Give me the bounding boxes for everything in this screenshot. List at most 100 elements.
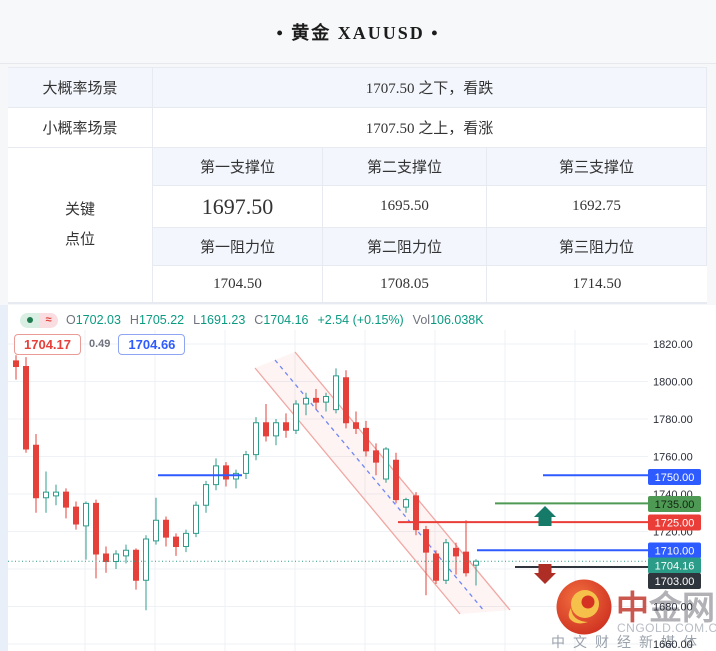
candle [23,357,29,453]
wave-icon: ≈ [39,312,58,328]
price-badge: 1710.00 [648,542,701,559]
svg-text:1725.00: 1725.00 [655,518,695,530]
bid-ask-row: 1704.17 0.49 1704.66 [14,333,186,355]
chart-grid [8,330,648,651]
price-badge: 1703.00 [648,573,701,589]
candle [263,404,269,442]
volume-label: Vol [412,313,431,327]
axis-tick-label: 1820.00 [653,339,693,351]
candle [93,499,99,579]
high-label: H [129,313,139,327]
candle [243,450,249,479]
chart-panel: 中金网 CNGOLD.COM.CN 中文财经新媒体 1820.00 1800.00 178… [0,305,716,651]
up-arrow-icon [534,506,556,526]
resistance2-value: 1708.05 [323,266,487,303]
candle [353,411,359,434]
scenario-major-label: 大概率场景 [8,68,153,108]
support1-value: 1697.50 [153,186,323,228]
candle [143,535,149,611]
candle [83,501,89,560]
candle [313,389,319,410]
key-levels-label-line1: 关键 [64,202,95,218]
axis-tick-label: 1760.00 [653,452,693,464]
candle [63,488,69,519]
resistance1-header: 第一阻力位 [153,228,323,266]
sell-price-button[interactable]: 1704.17 [14,333,81,355]
chart-left-gutter [0,305,8,651]
volume-value: 106.038K [430,313,484,327]
candle [403,497,409,513]
down-arrow-icon [534,564,556,584]
candle [123,544,129,564]
candle [163,516,169,547]
candle [393,452,399,504]
candle [73,501,79,530]
candle [303,392,309,416]
scenario-minor-label: 小概率场景 [8,108,153,148]
open-label: O [66,313,76,327]
low-value: 1691.23 [200,313,246,327]
watermark-brand: 中金网 [616,589,715,626]
svg-text:1735.00: 1735.00 [655,499,695,511]
candle [413,492,419,536]
market-open-dot-icon [20,312,39,328]
page-header: • 黄金 XAUUSD • [0,0,716,64]
svg-text:1703.00: 1703.00 [655,576,695,588]
close-label: C [254,313,264,327]
price-badge: 1725.00 [648,514,701,531]
axis-tick-label: 1680.00 [653,602,693,614]
candle [373,443,379,476]
candle [203,480,209,513]
candle [453,542,459,575]
key-levels-label-line2: 点位 [64,232,95,248]
axis-tick-label: 1780.00 [653,414,693,426]
candle [333,368,339,414]
candle [473,559,479,586]
candle [43,471,49,513]
scenario-major-value: 1707.50 之下，看跌 [153,68,707,108]
candle [193,501,199,538]
trend-channel [254,351,511,615]
price-badge: 1735.00 [648,496,701,512]
candle [433,550,439,584]
chart-status-toggle[interactable]: ≈ [20,312,58,328]
candle [53,484,59,506]
resistance3-header: 第三阻力位 [487,228,707,266]
price-badge: 1750.00 [648,469,701,485]
support1-header: 第一支撑位 [153,148,323,186]
axis-tick-label: 1800.00 [653,377,693,389]
candles [13,355,479,611]
candle [33,434,39,513]
watermark-tagline: 中文财经新媒体 [551,634,705,650]
levels-table: 大概率场景 1707.50 之下，看跌 小概率场景 1707.50 之上，看涨 … [8,67,707,304]
candle [153,497,159,545]
candle [323,392,329,412]
ohlc-legend: O1702.03 H1705.22 L1691.23 C1704.16 +2.5… [66,313,484,327]
chart-legend: ≈ O1702.03 H1705.22 L1691.23 C1704.16 +2… [20,312,484,328]
candle [283,413,289,438]
support3-value: 1692.75 [487,186,707,228]
svg-text:1710.00: 1710.00 [655,546,695,558]
candle [113,550,119,569]
axis-tick-label: 1660.00 [653,639,693,651]
candle [273,419,279,446]
buy-price-button[interactable]: 1704.66 [118,333,186,355]
candle [423,525,429,596]
price-badge: 1704.16 [648,557,701,574]
high-value: 1705.22 [138,313,185,327]
candle [343,370,349,429]
spread-value: 0.49 [89,338,111,350]
candle [363,420,369,457]
key-levels-label: 关键 点位 [8,148,153,303]
resistance2-header: 第二阻力位 [323,228,487,266]
resistance1-value: 1704.50 [153,266,323,303]
scenario-minor-value: 1707.50 之上，看涨 [153,108,707,148]
resistance3-value: 1714.50 [487,266,707,303]
svg-text:1704.16: 1704.16 [655,561,695,573]
support3-header: 第三支撑位 [487,148,707,186]
price-axis: 1820.001800.001780.001760.001740.001720.… [648,339,701,651]
candle [253,417,259,461]
